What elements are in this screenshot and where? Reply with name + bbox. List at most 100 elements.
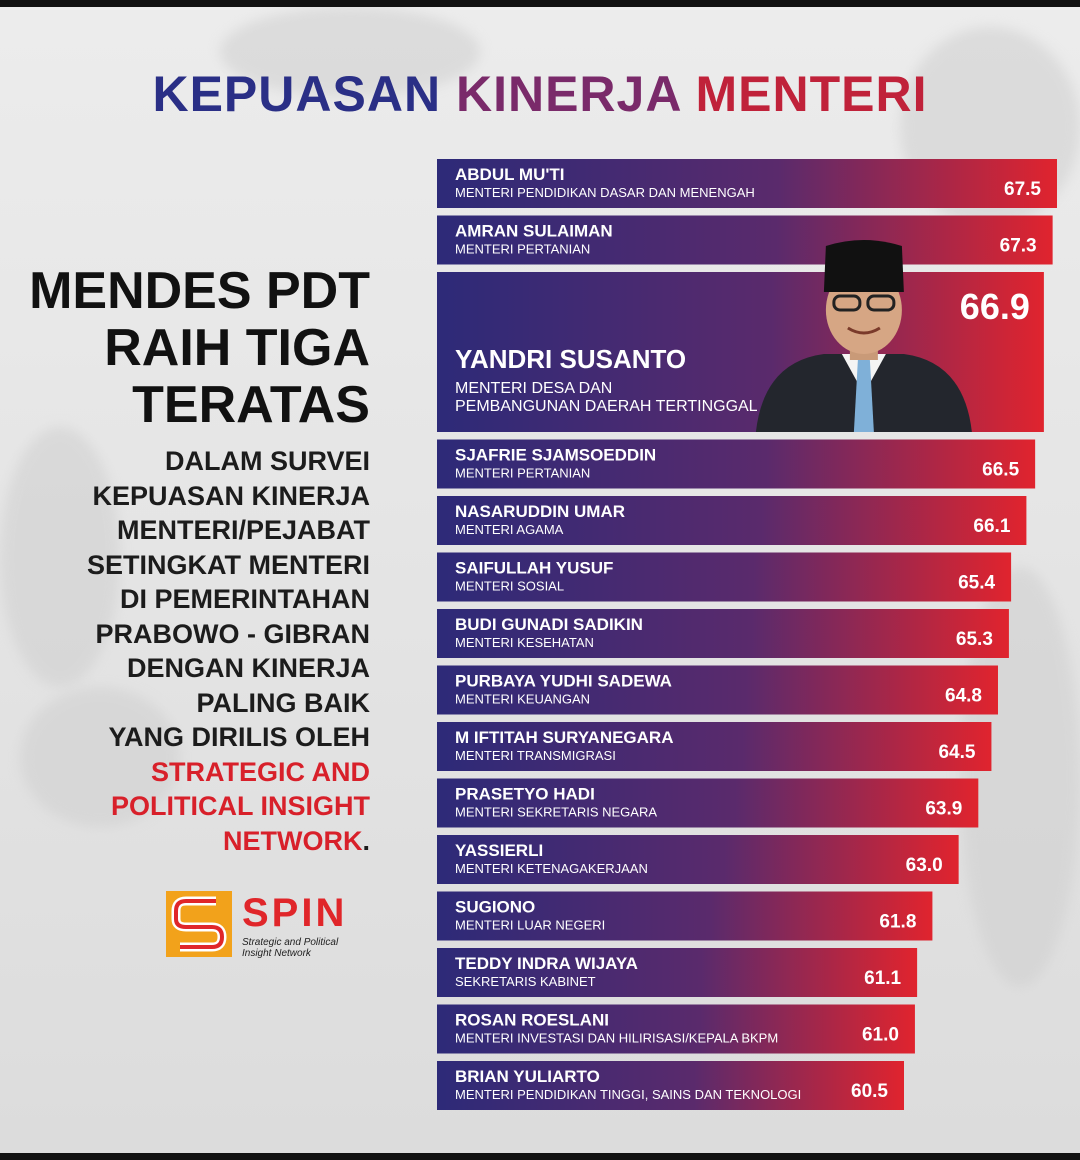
headline: MENDES PDT RAIH TIGA TERATAS	[10, 263, 370, 434]
bar-position-label: MENTERI KESEHATAN	[455, 635, 594, 650]
bar-position-label: MENTERI KEUANGAN	[455, 692, 590, 707]
bar-name-label: BRIAN YULIARTO	[455, 1067, 600, 1086]
bar-value-label: 60.5	[851, 1081, 888, 1102]
description-highlight-line: NETWORK	[223, 825, 363, 856]
bar	[437, 1061, 904, 1110]
bar	[437, 891, 933, 941]
description-line: DALAM SURVEI	[164, 446, 370, 476]
tie-shape	[853, 360, 874, 432]
bar-value-label: 64.5	[938, 742, 975, 763]
bar-value-label: 64.8	[945, 686, 982, 707]
bar-value-label: 66.5	[982, 460, 1019, 481]
bar-position-label: PEMBANGUNAN DAERAH TERTINGGAL	[455, 398, 758, 415]
bar-position-label: MENTERI DESA DAN	[455, 380, 612, 397]
bar	[437, 496, 1027, 545]
bar-value-label: 67.5	[1004, 179, 1041, 200]
bar-name-label: AMRAN SULAIMAN	[455, 222, 613, 241]
bar-value-label: 67.3	[1000, 236, 1037, 257]
description-end-punct: .	[362, 825, 370, 856]
spin-logo-subtitle-line: Strategic and Political	[242, 937, 339, 948]
background-texture	[220, 7, 480, 97]
bar-name-label: SJAFRIE SJAMSOEDDIN	[455, 446, 656, 465]
headline-line: MENDES PDT	[29, 262, 370, 320]
bar-value-label: 63.9	[925, 799, 962, 820]
minister-photo	[755, 240, 972, 432]
bar	[437, 159, 1057, 208]
bar-name-label: PRASETYO HADI	[455, 785, 595, 804]
description-line: PALING BAIK	[196, 687, 371, 718]
infographic-canvas: KEPUASAN KINERJA MENTERI MENDES PDT RAIH…	[0, 7, 1080, 1153]
glasses-left	[832, 294, 862, 312]
bar-position-label: SEKRETARIS KABINET	[455, 974, 596, 989]
bar-name-label: SUGIONO	[455, 898, 535, 917]
bar-position-label: MENTERI LUAR NEGERI	[455, 918, 605, 933]
bar-row: YANDRI SUSANTO MENTERI DESA DANPEMBANGUNA…	[437, 240, 1044, 432]
bar-name-label: YANDRI SUSANTO	[455, 344, 686, 374]
headline-line: TERATAS	[132, 376, 370, 434]
description-line: PRABOWO - GIBRAN	[95, 618, 370, 649]
spin-logo-name: SPIN	[242, 891, 348, 935]
bar-position-label: MENTERI KETENAGAKERJAAN	[455, 861, 648, 876]
bar-position-label: MENTERI INVESTASI DAN HILIRISASI/KEPALA …	[455, 1031, 778, 1046]
bar	[437, 722, 992, 771]
bar-position-label: MENTERI SEKRETARIS NEGARA	[455, 805, 657, 820]
spin-logo: SPIN Strategic and Political Insight Net…	[166, 891, 366, 963]
description-highlight-line: POLITICAL INSIGHT	[110, 791, 370, 821]
bar-value-label: 66.9	[960, 286, 1030, 327]
bar-value-label: 63.0	[906, 855, 943, 876]
spin-logo-icon	[166, 891, 232, 957]
bar-name-label: NASARUDDIN UMAR	[455, 502, 625, 521]
bar-name-label: ABDUL MU'TI	[455, 165, 565, 184]
smile-shape	[847, 326, 881, 335]
description-line: DI PEMERINTAHAN	[119, 584, 370, 614]
bar-position-label: MENTERI PERTANIAN	[455, 466, 590, 481]
title-part-3: MENTERI	[695, 66, 928, 122]
bar	[437, 439, 1036, 489]
bar-name-label: ROSAN ROESLANI	[455, 1011, 609, 1030]
bar-value-label: 61.1	[864, 968, 901, 989]
description-line: YANG DIRILIS OLEH	[108, 722, 370, 752]
bar	[437, 835, 959, 884]
title-part-1: KEPUASAN	[152, 66, 442, 122]
description-highlight-last: NETWORK.	[20, 824, 370, 859]
bar-name-label: PURBAYA YUDHI SADEWA	[455, 672, 672, 691]
page-title: KEPUASAN KINERJA MENTERI	[0, 65, 1080, 123]
bar	[437, 215, 1053, 265]
bar	[437, 1004, 915, 1054]
bar-value-label: 61.8	[879, 912, 916, 933]
bar	[437, 552, 1012, 602]
background-texture	[20, 687, 180, 827]
bar-value-label: 61.0	[862, 1025, 899, 1046]
bar	[437, 609, 1009, 658]
description-line: DENGAN KINERJA	[126, 653, 370, 683]
glasses-right	[866, 294, 896, 312]
bar-value-label: 65.3	[956, 629, 993, 650]
bar-position-label: MENTERI PENDIDIKAN DASAR DAN MENENGAH	[455, 185, 755, 200]
bar-position-label: MENTERI SOSIAL	[455, 579, 564, 594]
bar-position-label: MENTERI TRANSMIGRASI	[455, 748, 616, 763]
description-line: KEPUASAN KINERJA	[92, 480, 370, 511]
description: DALAM SURVEI KEPUASAN KINERJA MENTERI/PE…	[20, 444, 370, 858]
spin-logo-subtitle: Strategic and Political Insight Network	[242, 937, 338, 959]
bar-name-label: TEDDY INDRA WIJAYA	[455, 954, 638, 973]
bar-name-label: M IFTITAH SURYANEGARA	[455, 728, 674, 747]
bar-position-label: MENTERI AGAMA	[455, 522, 564, 537]
bar-value-label: 65.4	[958, 573, 995, 594]
bar	[437, 778, 979, 828]
bar-position-label: MENTERI PERTANIAN	[455, 242, 590, 257]
